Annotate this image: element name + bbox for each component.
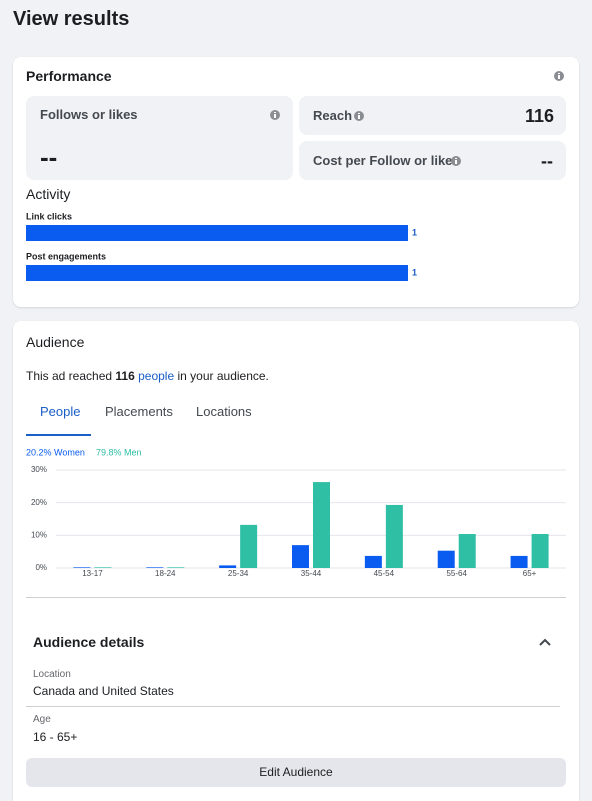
- bar: [292, 545, 309, 568]
- info-icon[interactable]: [354, 111, 364, 121]
- audience-title: Audience: [26, 334, 85, 350]
- bar: [364, 555, 382, 568]
- reach-value: 116: [524, 106, 554, 126]
- x-tick-label: 45-54: [374, 569, 395, 578]
- bar: [313, 482, 330, 568]
- y-tick-label: 0%: [35, 563, 47, 572]
- tab[interactable]: People: [40, 404, 81, 419]
- cost-value: --: [541, 151, 553, 171]
- activity-title: Activity: [26, 186, 71, 202]
- location-value: Canada and United States: [33, 684, 174, 698]
- x-tick-label: 13-17: [82, 569, 103, 578]
- x-tick-label: 55-64: [446, 569, 467, 578]
- collapse-chevron[interactable]: [538, 637, 552, 647]
- reach-label: Reach: [313, 108, 353, 123]
- age-value: 16 - 65+: [33, 730, 78, 744]
- bar: [219, 565, 237, 568]
- bar: [531, 534, 549, 568]
- x-tick-label: 18-24: [155, 569, 176, 578]
- tab[interactable]: Placements: [105, 404, 173, 419]
- cost-label: Cost per Follow or like: [313, 153, 453, 168]
- value-label: 1: [412, 227, 417, 237]
- value-label: 1: [412, 267, 417, 277]
- activity-chart: Link clicks 1 Post engagements 1: [26, 211, 417, 281]
- info-icon[interactable]: [451, 156, 461, 166]
- follows-label: Follows or likes: [40, 107, 138, 122]
- divider: [26, 597, 566, 598]
- age-gender-chart: 20.2% Women 79.8% Men 0% 10% 20% 30% 13-17 18-2…: [26, 447, 566, 578]
- bar: [240, 524, 258, 568]
- divider: [26, 706, 560, 707]
- y-tick-label: 10%: [31, 530, 47, 539]
- audience-summary: This ad reached 116 people in your audie…: [26, 369, 269, 383]
- reach-box: [299, 96, 566, 135]
- summary-link[interactable]: people: [138, 369, 175, 383]
- bar: [94, 567, 112, 568]
- bar: [167, 567, 185, 568]
- bar: [385, 504, 403, 568]
- bar: [26, 225, 408, 241]
- follows-value: --: [40, 142, 58, 172]
- bar: [458, 534, 476, 568]
- bar: [510, 555, 528, 568]
- x-tick-label: 65+: [523, 569, 537, 578]
- bar: [437, 550, 455, 568]
- cost-box: [299, 141, 566, 180]
- tab[interactable]: Locations: [196, 404, 252, 419]
- y-tick-label: 20%: [31, 498, 47, 507]
- bar-label: Link clicks: [26, 211, 72, 221]
- summary-count: 116: [115, 369, 135, 383]
- legend-entry: 79.8% Men: [96, 447, 142, 457]
- details-title: Audience details: [33, 634, 145, 650]
- bar: [146, 567, 164, 568]
- age-label: Age: [33, 714, 51, 725]
- x-tick-label: 25-34: [228, 569, 249, 578]
- bar-label: Post engagements: [26, 251, 106, 261]
- summary-prefix: This ad reached: [26, 369, 113, 383]
- info-icon[interactable]: [554, 71, 564, 81]
- performance-title: Performance: [26, 68, 112, 84]
- legend-entry: 20.2% Women: [26, 447, 85, 457]
- summary-suffix: in your audience.: [177, 369, 269, 383]
- x-tick-label: 35-44: [301, 569, 322, 578]
- tab-underline: [26, 434, 91, 436]
- bar: [26, 265, 408, 281]
- y-tick-label: 30%: [31, 465, 47, 474]
- location-label: Location: [33, 669, 71, 680]
- page-title: View results: [13, 8, 130, 30]
- edit-audience-button[interactable]: Edit Audience: [26, 758, 566, 787]
- bar: [73, 567, 91, 568]
- info-icon[interactable]: [270, 110, 280, 120]
- follows-box: [26, 96, 293, 180]
